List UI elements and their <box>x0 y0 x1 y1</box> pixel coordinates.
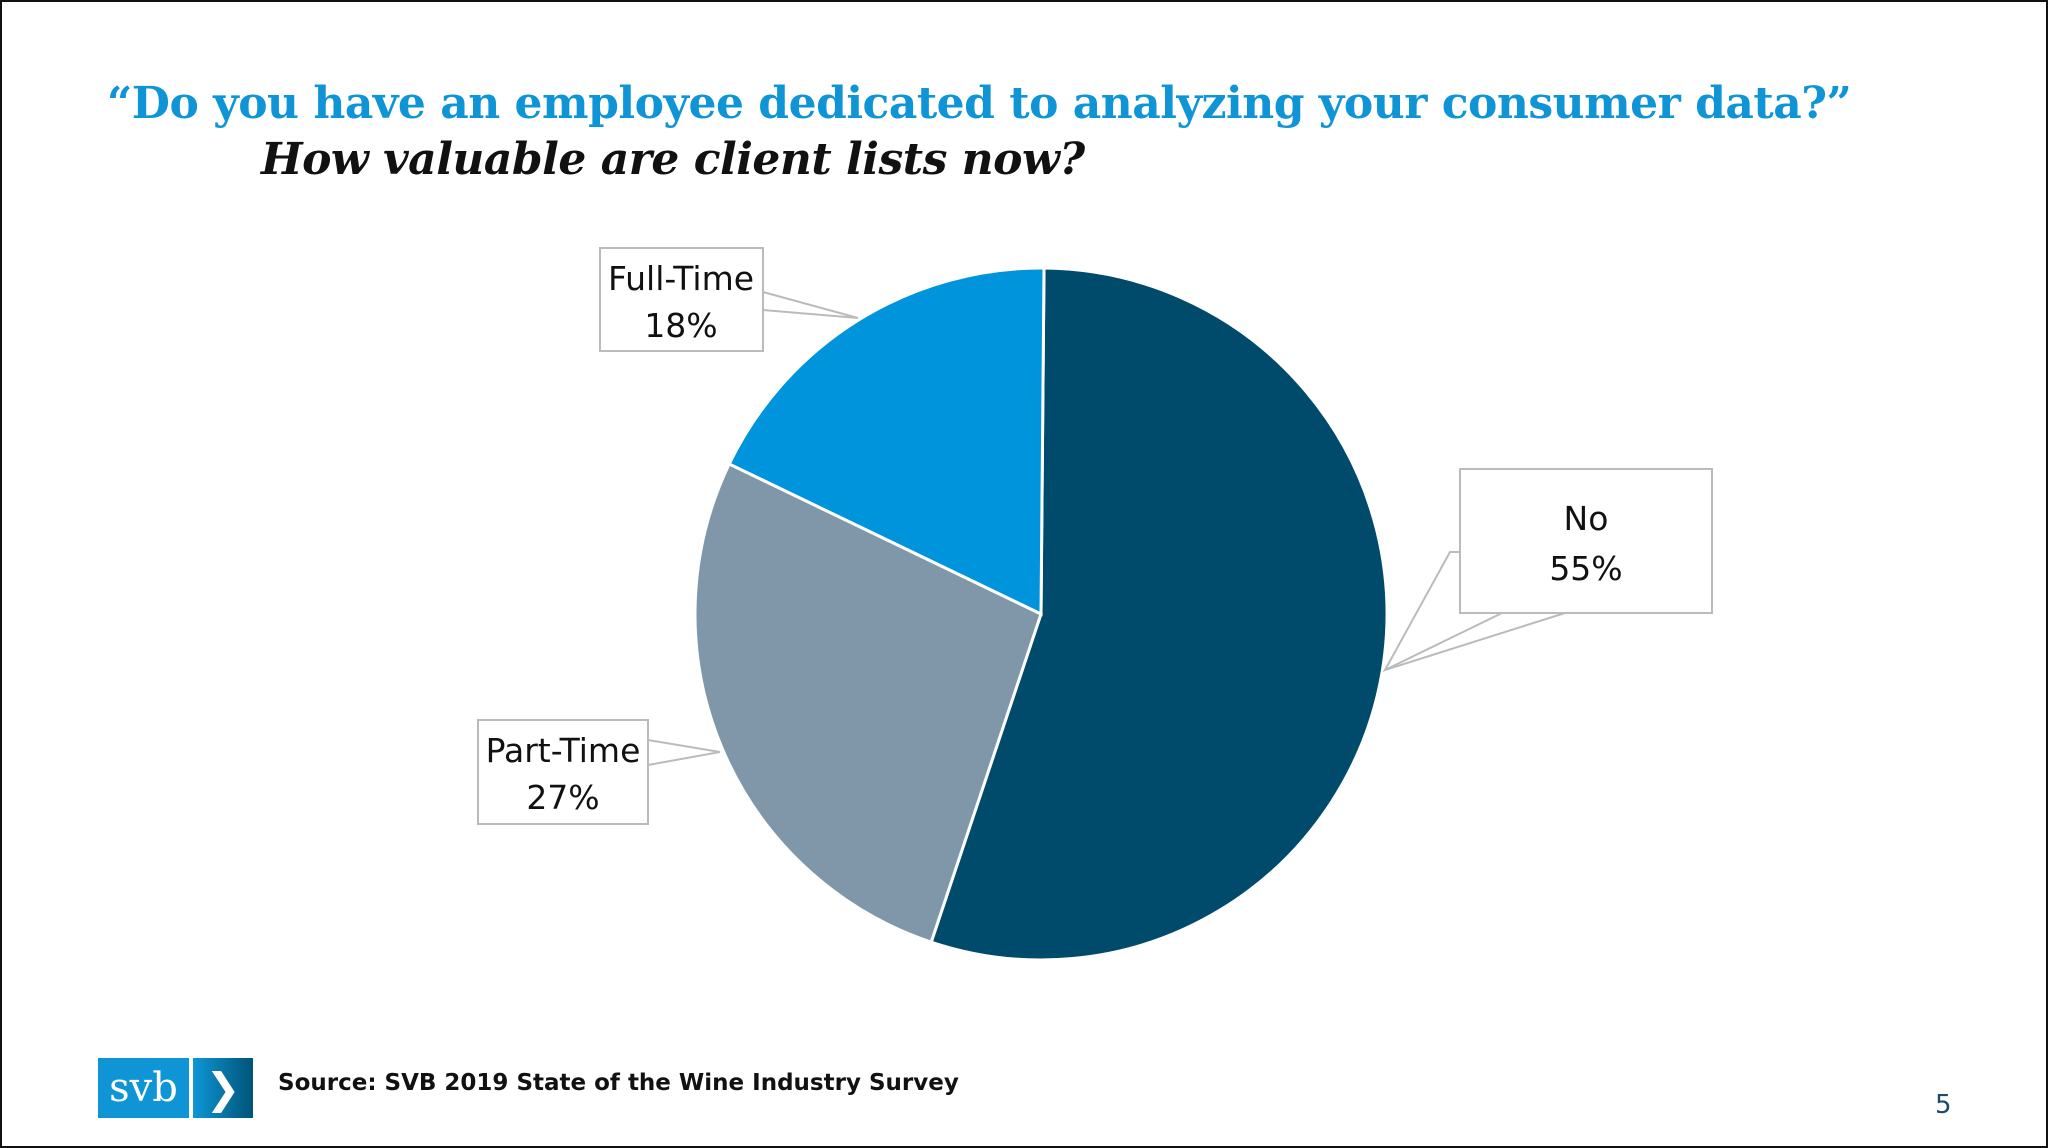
label-name: Part-Time <box>486 731 641 770</box>
label-box <box>477 719 649 825</box>
callout-no: No 55% <box>1382 468 1713 673</box>
label-value: 55% <box>1549 549 1622 588</box>
slide-title: “Do you have an employee dedicated to an… <box>107 78 1852 129</box>
callout-full-time: Full-Time 18% <box>599 247 859 352</box>
callout-part-time: Part-Time 27% <box>477 719 721 825</box>
chevron-right-icon: ❯ <box>193 1058 253 1118</box>
label-value: 18% <box>644 306 717 345</box>
label-name: No <box>1564 499 1609 538</box>
pie-slice-no <box>929 266 1389 962</box>
svb-logo: svb ❯ <box>98 1058 253 1118</box>
callout-pointer <box>647 739 721 766</box>
logo-text: svb <box>98 1058 189 1118</box>
label-name: Full-Time <box>608 259 754 298</box>
label-box <box>1459 468 1713 614</box>
slide-subtitle: How valuable are client lists now? <box>261 134 1085 185</box>
callout-pointer <box>762 291 859 319</box>
page-number: 5 <box>1935 1090 1952 1120</box>
label-value: 27% <box>526 778 599 817</box>
pie-slice-full-time <box>727 266 1046 617</box>
label-box <box>599 247 764 352</box>
pie-slice-part-time <box>693 461 1043 945</box>
source-note: Source: SVB 2019 State of the Wine Indus… <box>278 1070 959 1096</box>
